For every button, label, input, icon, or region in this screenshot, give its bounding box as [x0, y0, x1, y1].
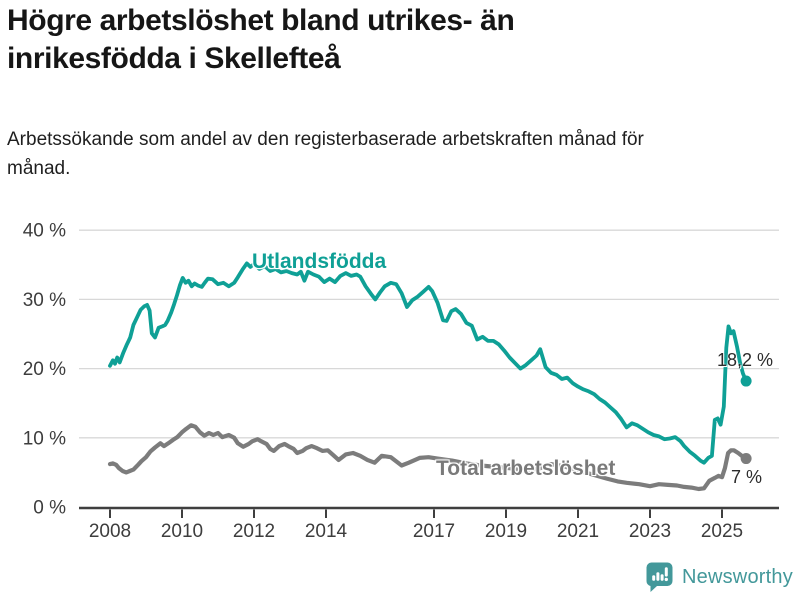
svg-text:10 %: 10 % — [23, 428, 66, 449]
newsworthy-wordmark: Newsworthy — [682, 565, 793, 588]
svg-text:40 %: 40 % — [23, 221, 66, 242]
svg-text:2010: 2010 — [161, 521, 203, 542]
svg-text:2014: 2014 — [305, 521, 348, 542]
series-label-utlandsfodda: Utlandsfödda — [252, 250, 387, 273]
svg-text:2017: 2017 — [413, 521, 455, 542]
svg-text:2021: 2021 — [557, 521, 599, 542]
svg-text:2019: 2019 — [485, 521, 527, 542]
svg-text:2025: 2025 — [701, 521, 743, 542]
svg-text:2023: 2023 — [629, 521, 671, 542]
end-value-label-utlandsfodda: 18,2 % — [717, 350, 774, 370]
newsworthy-logo-link[interactable]: Newsworthy — [646, 561, 793, 593]
chart-subtitle: Arbetssökande som andel av den registerb… — [7, 129, 644, 179]
svg-text:0 %: 0 % — [33, 498, 66, 519]
series-label-total: Total arbetslöshet — [436, 457, 616, 480]
svg-text:30 %: 30 % — [23, 290, 66, 311]
svg-text:2008: 2008 — [89, 521, 131, 542]
end-value-label-total: 7 % — [731, 467, 763, 487]
newsworthy-icon — [646, 561, 674, 593]
page-title: Högre arbetslöshet bland utrikes- än inr… — [7, 4, 515, 76]
svg-text:20 %: 20 % — [23, 359, 66, 380]
svg-text:2012: 2012 — [233, 521, 275, 542]
